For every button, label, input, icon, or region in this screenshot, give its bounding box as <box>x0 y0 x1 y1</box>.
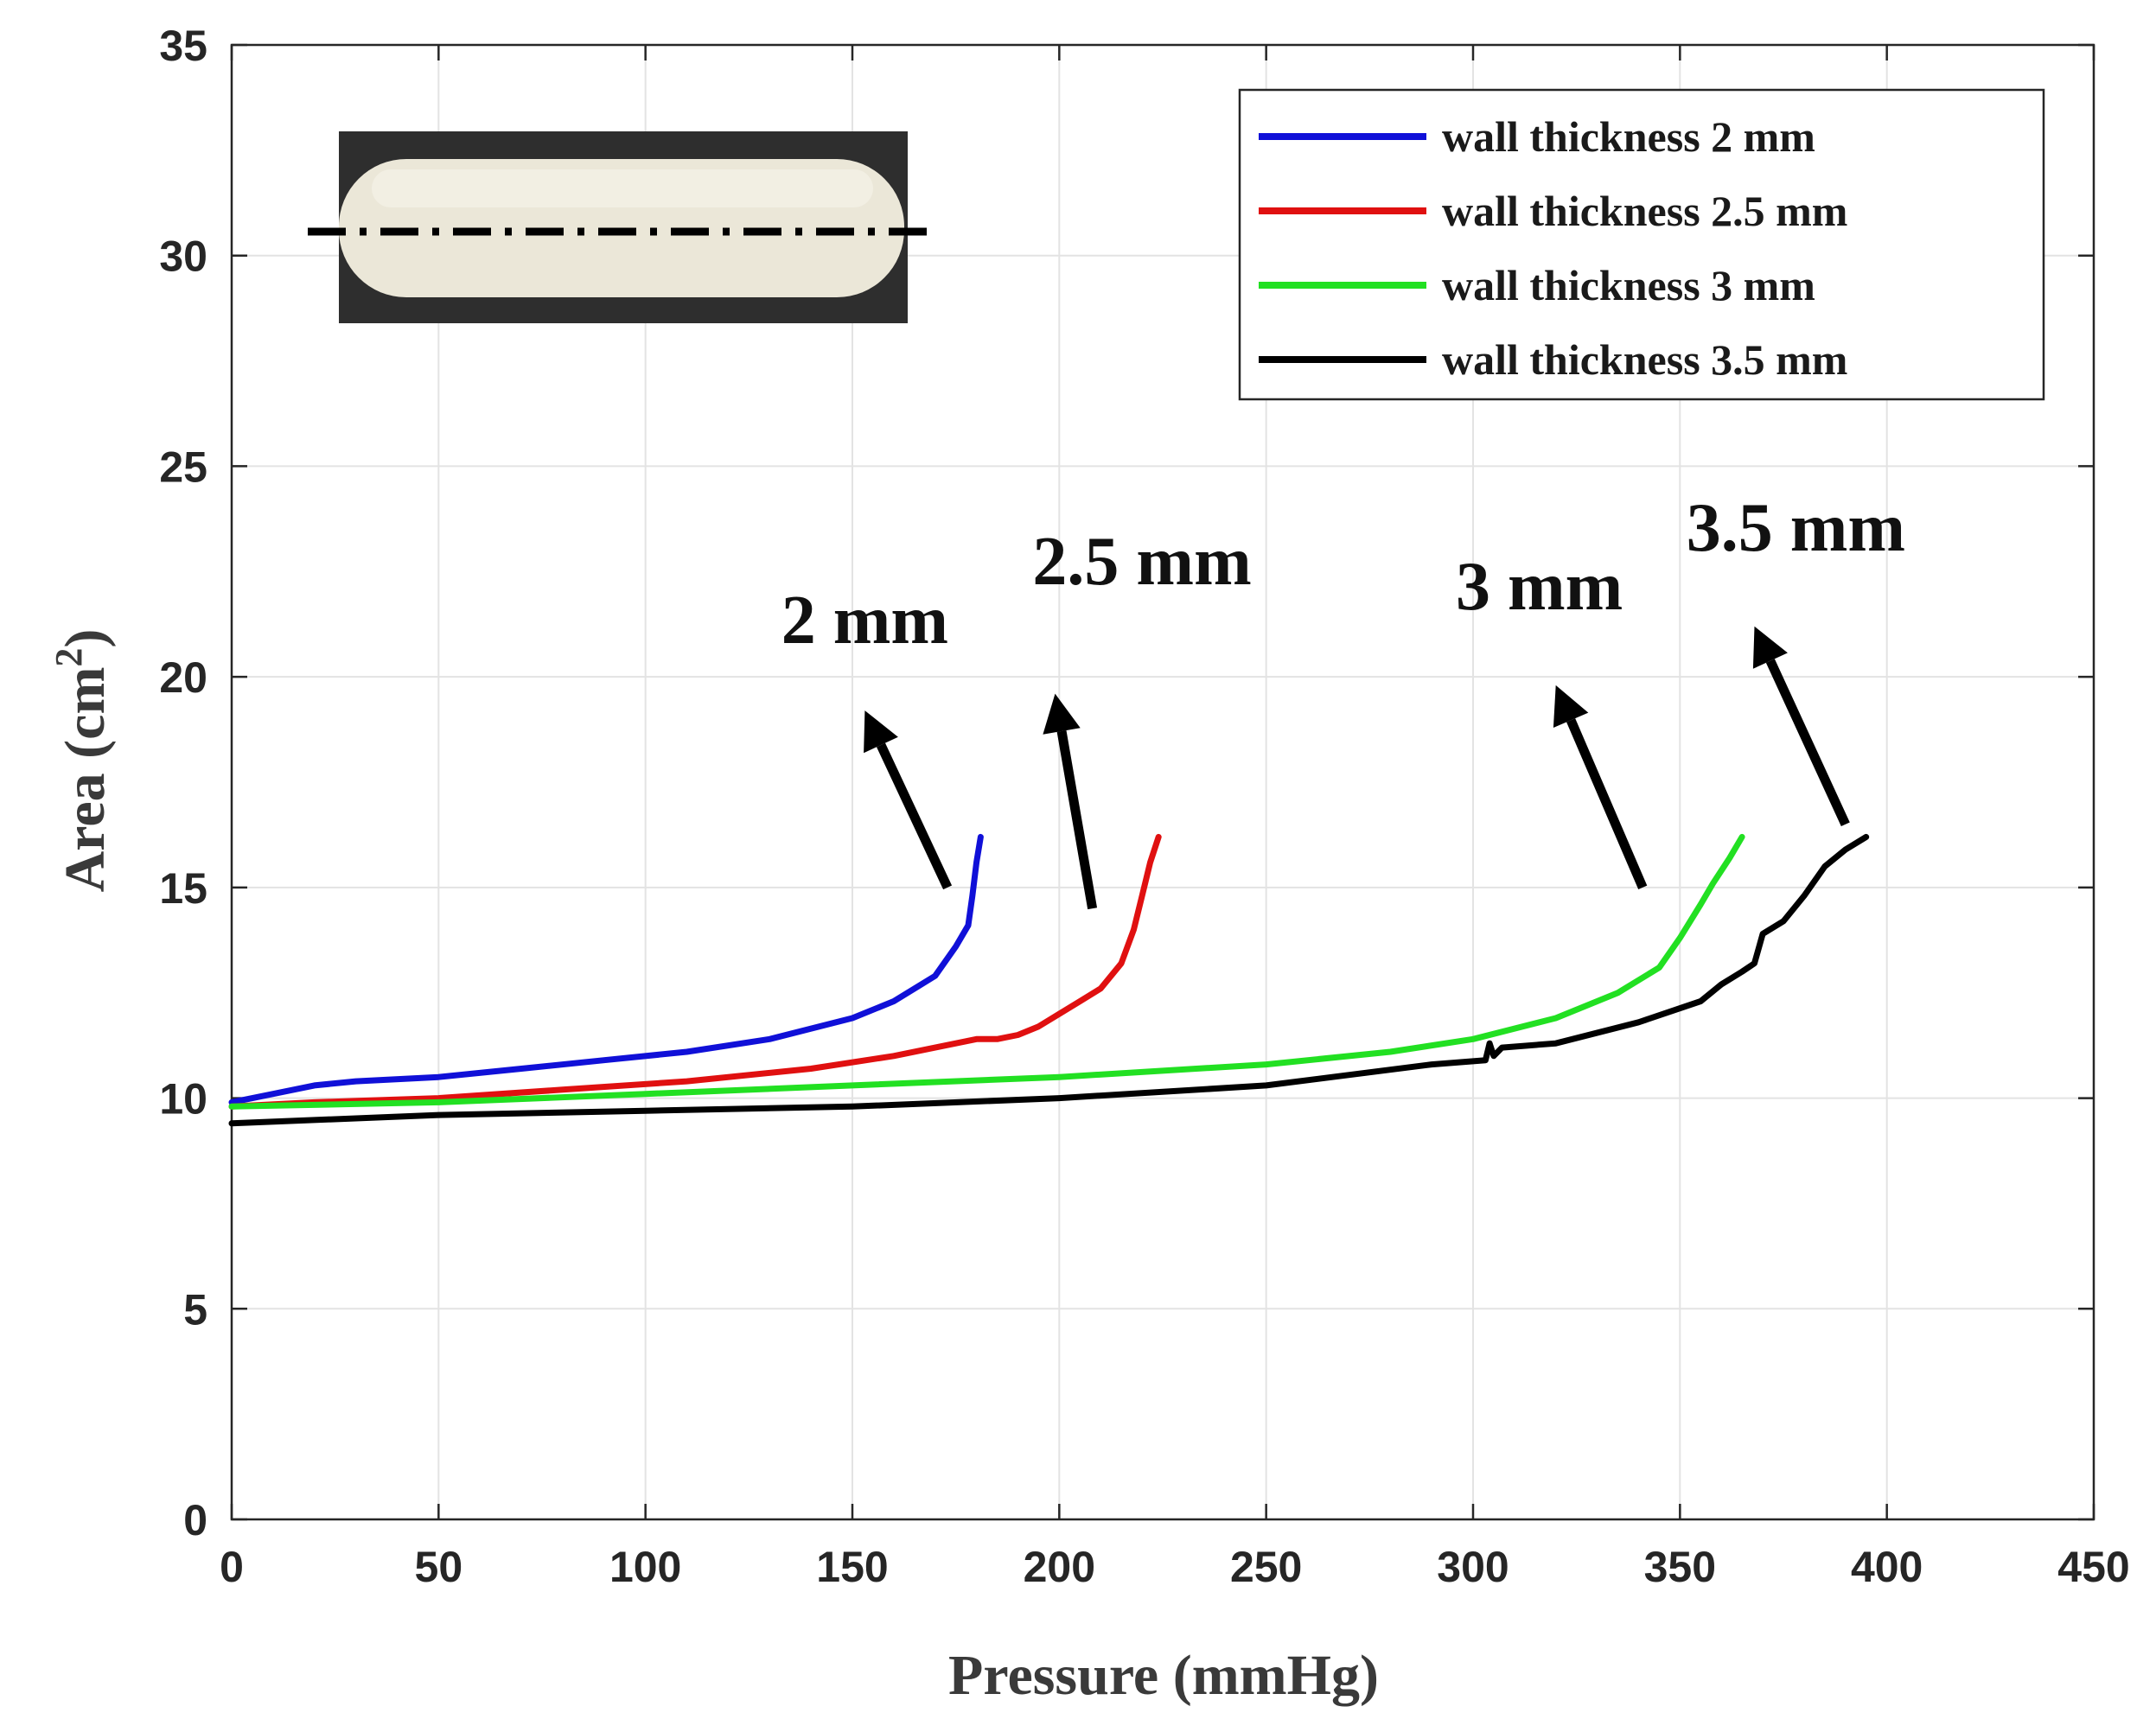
x-tick-label: 300 <box>1437 1543 1509 1591</box>
series-line-3 <box>228 833 1745 1110</box>
legend-label: wall thickness 2.5 mm <box>1442 187 1847 235</box>
series-line-4 <box>228 833 1870 1127</box>
x-tick-label: 450 <box>2057 1543 2129 1591</box>
annotation-arrow-head <box>1553 685 1589 728</box>
x-tick-label: 0 <box>220 1543 244 1591</box>
x-tick-label: 250 <box>1230 1543 1302 1591</box>
legend-label: wall thickness 2 mm <box>1442 112 1815 161</box>
y-tick-label: 15 <box>159 864 207 913</box>
x-tick-label: 100 <box>609 1543 681 1591</box>
x-tick-label: 400 <box>1851 1543 1923 1591</box>
y-tick-label: 5 <box>183 1285 207 1334</box>
annotation-label: 3 mm <box>1456 549 1623 625</box>
legend-box <box>1238 88 2045 401</box>
svg-text:Area (cm2): Area (cm2) <box>48 629 117 893</box>
series-line-1 <box>228 833 984 1105</box>
annotation-arrow-shaft <box>1765 659 1850 827</box>
series-lines <box>228 833 1870 1127</box>
annotation-arrow-shaft <box>1566 718 1648 890</box>
annotation-arrow-shaft <box>1056 730 1098 910</box>
annotation-arrow-head <box>1752 626 1788 669</box>
specimen-highlight <box>372 169 873 207</box>
legend-label: wall thickness 3 mm <box>1442 261 1815 309</box>
x-tick-label: 150 <box>816 1543 888 1591</box>
y-axis-label-close: ) <box>54 629 117 648</box>
y-axis-label: Area (cm2) <box>48 629 117 893</box>
y-tick-label: 0 <box>183 1496 207 1544</box>
y-axis-label-main: Area (cm <box>54 667 117 893</box>
x-tick-label: 350 <box>1644 1543 1716 1591</box>
annotation-label: 2 mm <box>781 583 948 659</box>
annotation-label: 3.5 mm <box>1687 490 1905 566</box>
annotations: 2 mm 2.5 mm 3 mm 3.5 mm <box>781 490 1905 910</box>
inset-photo <box>308 131 935 323</box>
y-tick-label: 25 <box>159 443 207 491</box>
y-tick-label: 30 <box>159 232 207 281</box>
annotation-arrow-shaft <box>877 742 953 890</box>
x-axis-label: Pressure (mmHg) <box>948 1644 1379 1707</box>
series-line-2 <box>228 833 1162 1110</box>
x-tick-label: 200 <box>1024 1543 1095 1591</box>
annotation-label: 2.5 mm <box>1032 524 1251 600</box>
annotation-arrow-head <box>1043 693 1081 735</box>
legend: wall thickness 2 mm wall thickness 2.5 mm… <box>1238 88 2045 401</box>
y-axis-label-sup: 2 <box>48 648 90 667</box>
legend-label: wall thickness 3.5 mm <box>1442 335 1847 384</box>
axes-box <box>230 43 2095 1521</box>
annotation-arrow-head <box>864 710 898 754</box>
x-tick-label: 50 <box>415 1543 463 1591</box>
axes: 0 50 100 150 200 250 300 350 400 450 0 5 10 15 20 25 30 3… <box>159 22 2129 1591</box>
y-tick-label: 10 <box>159 1075 207 1124</box>
y-tick-label: 20 <box>159 653 207 702</box>
y-tick-label: 35 <box>159 22 207 70</box>
